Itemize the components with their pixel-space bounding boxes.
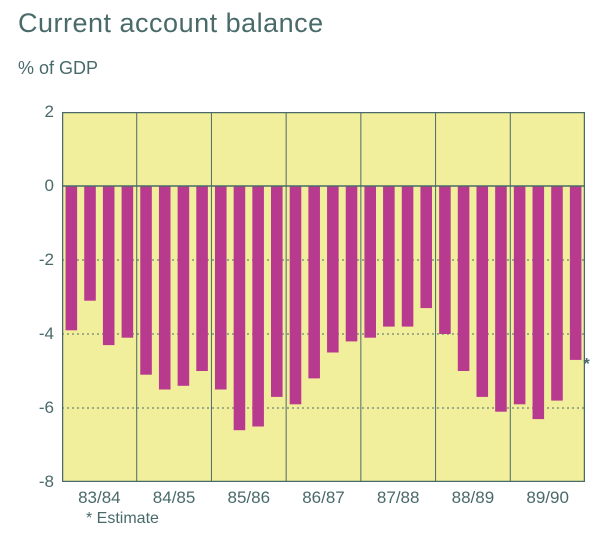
x-tick-label: 88/89	[438, 488, 508, 508]
y-tick-label: 0	[22, 176, 54, 196]
x-tick-label: 84/85	[139, 488, 209, 508]
y-tick-label: -4	[22, 324, 54, 344]
y-tick-label: -2	[22, 250, 54, 270]
y-axis-label: % of GDP	[18, 58, 98, 79]
chart-title: Current account balance	[18, 8, 324, 39]
estimate-marker: *	[583, 356, 589, 374]
y-tick-label: -6	[22, 398, 54, 418]
chart-svg	[62, 112, 585, 482]
x-tick-label: 83/84	[64, 488, 134, 508]
x-tick-label: 85/86	[214, 488, 284, 508]
footnote: * Estimate	[86, 510, 159, 528]
plot-area	[62, 112, 585, 482]
y-tick-label: 2	[22, 102, 54, 122]
chart-figure: Current account balance % of GDP 2 0 -2 -4 -…	[0, 0, 600, 541]
x-tick-label: 89/90	[513, 488, 583, 508]
x-tick-label: 86/87	[289, 488, 359, 508]
x-tick-label: 87/88	[363, 488, 433, 508]
y-tick-label: -8	[22, 472, 54, 492]
